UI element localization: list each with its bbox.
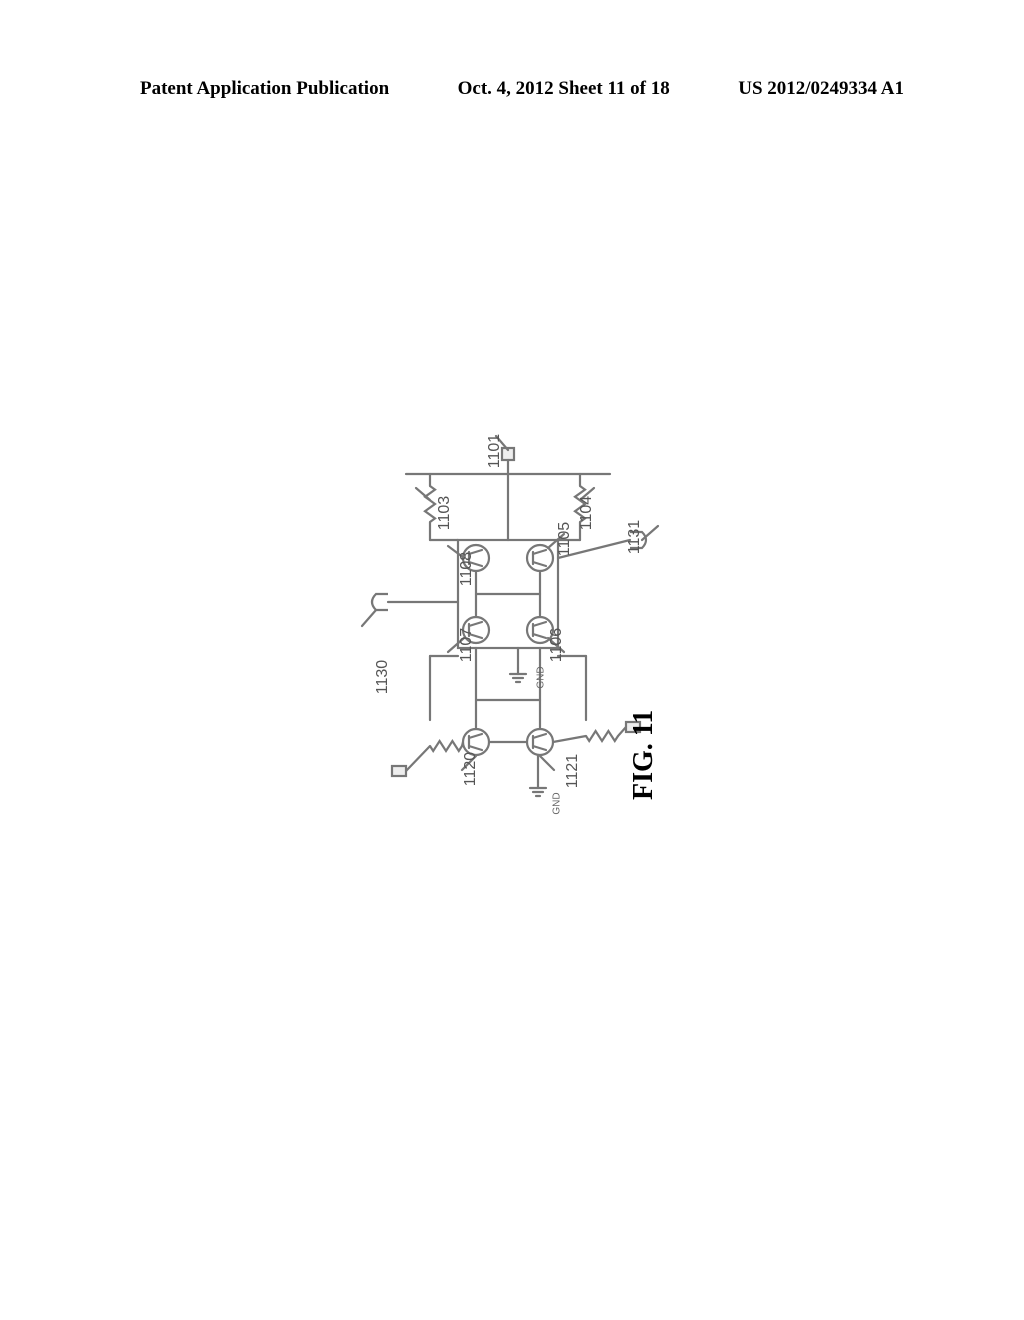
ref-label-1121: 1121: [564, 754, 582, 788]
ref-label-1105: 1105: [556, 522, 574, 556]
gnd-label-1: GND: [552, 792, 563, 814]
page: Patent Application Publication Oct. 4, 2…: [0, 0, 1024, 1320]
ref-label-1120: 1120: [462, 752, 480, 786]
page-header: Patent Application Publication Oct. 4, 2…: [0, 78, 1024, 100]
header-pub-number: US 2012/0249334 A1: [738, 78, 904, 100]
circuit-schematic: [280, 430, 740, 930]
ref-label-1107: 1107: [458, 628, 476, 662]
figure-caption: FIG. 11: [628, 710, 660, 800]
ref-label-1101: 1101: [486, 434, 504, 468]
header-pub-label: Patent Application Publication: [140, 78, 389, 100]
gnd-label-0: GND: [536, 666, 547, 688]
ref-label-1104: 1104: [578, 496, 596, 530]
ref-label-1103: 1103: [436, 496, 454, 530]
header-date-sheet: Oct. 4, 2012 Sheet 11 of 18: [458, 78, 670, 100]
ref-label-1130: 1130: [374, 660, 392, 694]
ref-label-1106: 1106: [548, 628, 566, 662]
ref-label-1108: 1108: [458, 552, 476, 586]
ref-label-1131: 1131: [626, 520, 644, 554]
